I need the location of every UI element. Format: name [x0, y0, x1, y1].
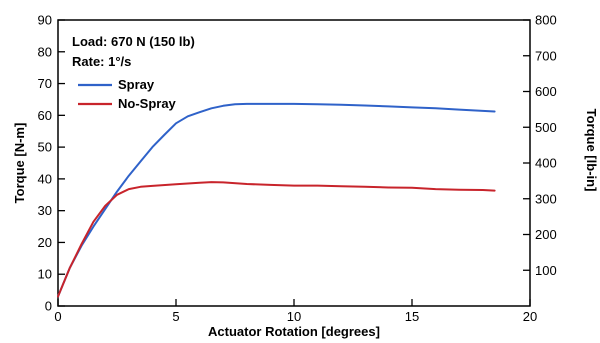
- y-tick-label: 50: [38, 140, 52, 155]
- x-tick-label: 0: [54, 309, 61, 324]
- legend-label-no-spray: No-Spray: [118, 96, 177, 111]
- y2-axis-title: Torque [lb-in]: [584, 109, 599, 192]
- y2-tick-label: 800: [535, 13, 557, 28]
- y2-tick-label: 600: [535, 84, 557, 99]
- series-lines: [57, 102, 496, 298]
- y-tick-label: 80: [38, 44, 52, 59]
- y2-tick-label: 500: [535, 120, 557, 135]
- y-tick-label: 10: [38, 267, 52, 282]
- x-axis-title: Actuator Rotation [degrees]: [208, 324, 380, 339]
- y-tick-label: 20: [38, 235, 52, 250]
- series-line-spray: [57, 102, 496, 298]
- x-axis-ticks: 0 5 10 15 20: [54, 299, 537, 324]
- x-tick-label: 20: [523, 309, 537, 324]
- y-axis-title: Torque [N-m]: [12, 123, 27, 204]
- y2-tick-label: 100: [535, 263, 557, 278]
- rate-annotation: Rate: 1°/s: [72, 54, 131, 69]
- y-tick-label: 30: [38, 203, 52, 218]
- legend-label-spray: Spray: [118, 77, 155, 92]
- left-axis-ticks: 0 10 20 30 40 50 60 70 80 90: [38, 13, 65, 314]
- y-tick-label: 60: [38, 108, 52, 123]
- y-tick-label: 40: [38, 171, 52, 186]
- y2-tick-label: 200: [535, 227, 557, 242]
- legend: Spray No-Spray: [78, 77, 177, 111]
- y2-tick-label: 300: [535, 191, 557, 206]
- y2-tick-label: 700: [535, 48, 557, 63]
- x-tick-label: 5: [172, 309, 179, 324]
- x-tick-label: 10: [287, 309, 301, 324]
- y-tick-label: 90: [38, 13, 52, 28]
- x-tick-label: 15: [405, 309, 419, 324]
- load-annotation: Load: 670 N (150 lb): [72, 34, 195, 49]
- series-line-no-spray: [57, 181, 496, 298]
- y-tick-label: 0: [45, 299, 52, 314]
- right-axis-ticks: 100 200 300 400 500 600 700 800: [523, 13, 557, 278]
- y-tick-label: 70: [38, 76, 52, 91]
- y2-tick-label: 400: [535, 156, 557, 171]
